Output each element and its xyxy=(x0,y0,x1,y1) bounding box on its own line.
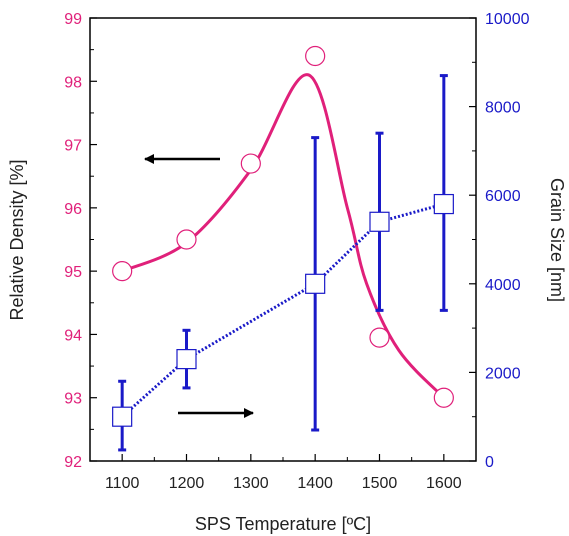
density-fit-curve xyxy=(121,73,445,399)
density-circle-marker xyxy=(369,327,390,348)
grain-size-square-marker xyxy=(112,406,133,427)
right-axis-title: Grain Size [nm] xyxy=(547,178,567,302)
density-circle-marker xyxy=(433,387,454,408)
annotation-layer xyxy=(144,154,254,418)
y-left-tick-label: 98 xyxy=(64,74,82,91)
x-axis-title: SPS Temperature [ºC] xyxy=(195,514,371,534)
grain-size-square-marker xyxy=(369,211,390,232)
y-right-tick-label: 6000 xyxy=(485,188,521,205)
y-left-tick-label: 93 xyxy=(64,391,82,408)
y-right-tick-label: 0 xyxy=(485,454,494,471)
x-tick-label: 1600 xyxy=(426,475,462,492)
y-right-tick-label: 8000 xyxy=(485,100,521,117)
left-axis-title: Relative Density [%] xyxy=(7,159,27,320)
y-right-tick-label: 10000 xyxy=(485,11,530,28)
x-tick-label: 1200 xyxy=(169,475,205,492)
y-left-tick-label: 92 xyxy=(64,454,82,471)
density-circle-marker xyxy=(112,261,133,282)
grain-size-square-marker xyxy=(176,349,197,370)
x-tick-label: 1400 xyxy=(297,475,333,492)
grain-size-dotted-line xyxy=(121,202,445,418)
y-left-tick-label: 94 xyxy=(64,327,82,344)
x-tick-label: 1300 xyxy=(233,475,269,492)
y-left-tick-label: 96 xyxy=(64,201,82,218)
y-right-tick-label: 2000 xyxy=(485,365,521,382)
x-tick-label: 1500 xyxy=(362,475,398,492)
axes-layer: 92 93 94 95 96 97 98 99 0 2000 4000 6000 8000 10000 11… xyxy=(64,11,530,492)
y-left-tick-label: 95 xyxy=(64,264,82,281)
errorbar-layer xyxy=(118,74,448,452)
grain-size-square-marker xyxy=(433,193,454,215)
marker-layer xyxy=(112,45,454,427)
y-right-tick-label: 4000 xyxy=(485,277,521,294)
y-left-tick-label: 99 xyxy=(64,11,82,28)
y-left-tick-label: 97 xyxy=(64,138,82,155)
x-tick-label: 1100 xyxy=(105,475,140,492)
grain-size-square-marker xyxy=(305,273,326,294)
density-circle-marker xyxy=(240,153,261,174)
fit-layer xyxy=(121,73,445,418)
density-circle-marker xyxy=(176,229,197,250)
density-circle-marker xyxy=(305,45,326,67)
